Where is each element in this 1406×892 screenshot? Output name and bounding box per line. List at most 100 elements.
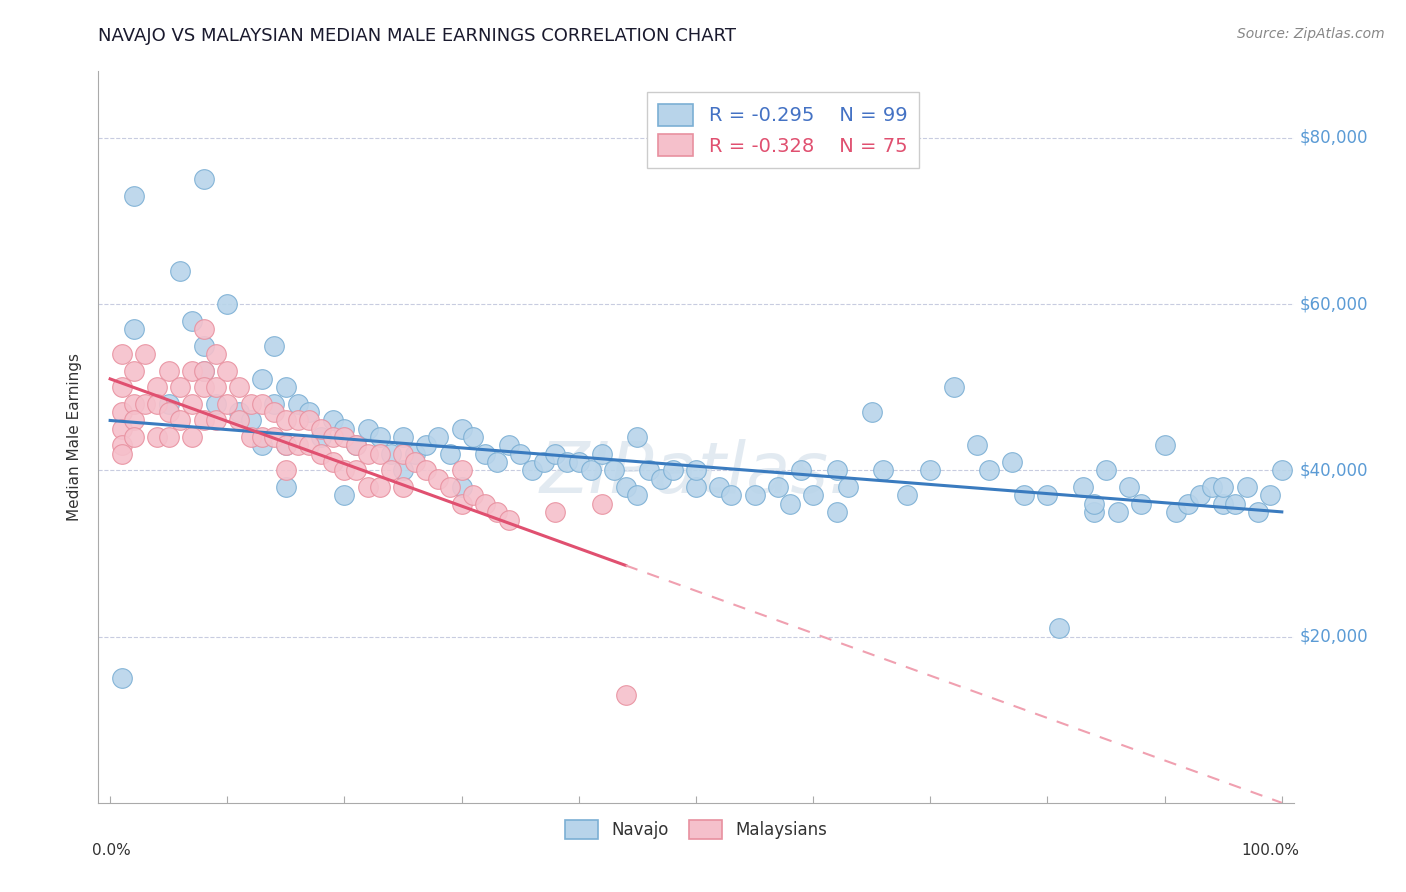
Point — [872, 463, 894, 477]
Point — [274, 463, 297, 477]
Point — [533, 455, 555, 469]
Point — [357, 480, 380, 494]
Point — [1236, 480, 1258, 494]
Point — [274, 413, 297, 427]
Point — [252, 397, 274, 411]
Point — [1177, 497, 1199, 511]
Point — [146, 380, 169, 394]
Point — [1153, 438, 1175, 452]
Point — [169, 264, 191, 278]
Point — [380, 463, 402, 477]
Point — [474, 447, 496, 461]
Point — [228, 405, 250, 419]
Point — [392, 447, 415, 461]
Point — [169, 380, 191, 394]
Point — [111, 405, 134, 419]
Point — [274, 380, 297, 394]
Point — [614, 688, 637, 702]
Point — [1201, 480, 1223, 494]
Point — [157, 405, 180, 419]
Point — [568, 455, 591, 469]
Point — [204, 413, 226, 427]
Point — [309, 422, 332, 436]
Point — [298, 438, 321, 452]
Point — [555, 455, 578, 469]
Point — [263, 430, 285, 444]
Point — [122, 397, 145, 411]
Point — [111, 347, 134, 361]
Point — [603, 463, 626, 477]
Point — [287, 413, 309, 427]
Point — [274, 480, 297, 494]
Text: 0.0%: 0.0% — [93, 843, 131, 858]
Point — [111, 438, 134, 452]
Point — [579, 463, 602, 477]
Point — [392, 480, 415, 494]
Point — [322, 455, 344, 469]
Point — [498, 438, 520, 452]
Point — [591, 447, 613, 461]
Point — [322, 430, 344, 444]
Point — [498, 513, 520, 527]
Point — [942, 380, 965, 394]
Point — [1166, 505, 1188, 519]
Point — [474, 497, 496, 511]
Point — [463, 430, 485, 444]
Point — [685, 463, 707, 477]
Point — [415, 438, 437, 452]
Point — [485, 505, 508, 519]
Point — [380, 447, 402, 461]
Point — [274, 438, 297, 452]
Point — [1188, 488, 1211, 502]
Text: $60,000: $60,000 — [1299, 295, 1368, 313]
Point — [626, 488, 648, 502]
Point — [977, 463, 1000, 477]
Point — [157, 397, 180, 411]
Point — [1212, 480, 1234, 494]
Point — [322, 413, 344, 427]
Point — [111, 380, 134, 394]
Point — [626, 430, 648, 444]
Point — [825, 463, 848, 477]
Point — [485, 455, 508, 469]
Point — [638, 463, 661, 477]
Point — [181, 397, 204, 411]
Point — [122, 363, 145, 377]
Point — [263, 397, 285, 411]
Point — [1036, 488, 1059, 502]
Point — [1271, 463, 1294, 477]
Point — [404, 447, 426, 461]
Point — [193, 413, 215, 427]
Point — [298, 413, 321, 427]
Point — [591, 497, 613, 511]
Point — [217, 397, 239, 411]
Point — [661, 463, 683, 477]
Point — [333, 430, 356, 444]
Point — [450, 497, 472, 511]
Point — [357, 422, 380, 436]
Point — [1012, 488, 1035, 502]
Point — [239, 397, 262, 411]
Point — [837, 480, 859, 494]
Point — [193, 322, 215, 336]
Text: NAVAJO VS MALAYSIAN MEDIAN MALE EARNINGS CORRELATION CHART: NAVAJO VS MALAYSIAN MEDIAN MALE EARNINGS… — [98, 27, 737, 45]
Point — [157, 430, 180, 444]
Text: $80,000: $80,000 — [1299, 128, 1368, 147]
Point — [1258, 488, 1281, 502]
Point — [193, 363, 215, 377]
Point — [157, 363, 180, 377]
Point — [1047, 621, 1070, 635]
Point — [779, 497, 801, 511]
Point — [122, 430, 145, 444]
Point — [896, 488, 918, 502]
Point — [344, 438, 367, 452]
Point — [450, 463, 472, 477]
Text: ZIPatlas.: ZIPatlas. — [540, 439, 852, 508]
Point — [204, 347, 226, 361]
Point — [333, 463, 356, 477]
Text: $20,000: $20,000 — [1299, 628, 1368, 646]
Point — [709, 480, 731, 494]
Point — [368, 430, 391, 444]
Point — [509, 447, 531, 461]
Point — [122, 189, 145, 203]
